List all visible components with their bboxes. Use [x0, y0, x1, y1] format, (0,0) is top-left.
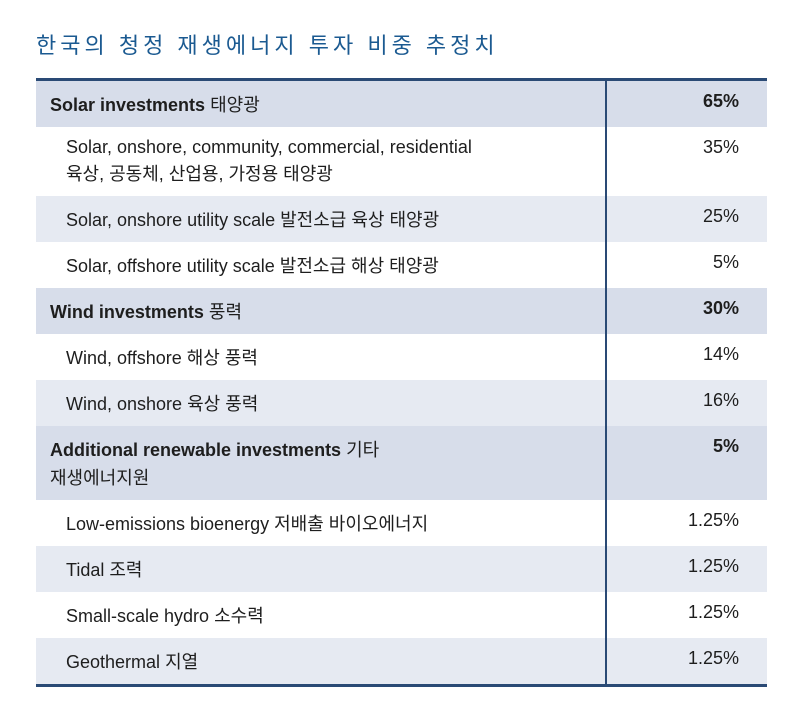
label-ko-line2: 재생에너지원: [50, 464, 591, 490]
sub-row: Solar, onshore, community, commercial, r…: [36, 127, 767, 196]
label-ko: 소수력: [214, 606, 264, 626]
label-ko: 기타: [346, 440, 379, 460]
label-en: Wind investments: [50, 302, 204, 322]
label-en: Tidal: [66, 560, 104, 580]
row-value: 5%: [606, 242, 767, 288]
row-value: 65%: [606, 80, 767, 128]
row-value: 1.25%: [606, 546, 767, 592]
label-ko: 발전소급 육상 태양광: [280, 210, 439, 230]
label-ko: 육상 풍력: [187, 394, 258, 414]
row-value: 5%: [606, 426, 767, 500]
label-ko: 조력: [109, 560, 142, 580]
sub-row: Wind, onshore 육상 풍력16%: [36, 380, 767, 426]
category-row: Solar investments 태양광65%: [36, 80, 767, 128]
row-label: Wind, offshore 해상 풍력: [36, 334, 606, 380]
row-value: 1.25%: [606, 500, 767, 546]
label-en: Wind, onshore: [66, 394, 182, 414]
row-value: 14%: [606, 334, 767, 380]
label-en: Solar investments: [50, 95, 205, 115]
row-value: 35%: [606, 127, 767, 196]
sub-row: Solar, onshore utility scale 발전소급 육상 태양광…: [36, 196, 767, 242]
row-value: 16%: [606, 380, 767, 426]
sub-row: Low-emissions bioenergy 저배출 바이오에너지1.25%: [36, 500, 767, 546]
row-label: Low-emissions bioenergy 저배출 바이오에너지: [36, 500, 606, 546]
row-value: 25%: [606, 196, 767, 242]
row-label: Wind, onshore 육상 풍력: [36, 380, 606, 426]
category-row: Additional renewable investments 기타재생에너지…: [36, 426, 767, 500]
label-en: Wind, offshore: [66, 348, 182, 368]
label-en: Solar, onshore utility scale: [66, 210, 275, 230]
row-label: Additional renewable investments 기타재생에너지…: [36, 426, 606, 500]
row-value: 30%: [606, 288, 767, 334]
label-en: Geothermal: [66, 652, 160, 672]
row-label: Solar investments 태양광: [36, 80, 606, 128]
label-ko-line2: 육상, 공동체, 산업용, 가정용 태양광: [66, 160, 591, 186]
sub-row: Tidal 조력1.25%: [36, 546, 767, 592]
row-label: Solar, onshore, community, commercial, r…: [36, 127, 606, 196]
label-en: Additional renewable investments: [50, 440, 341, 460]
label-ko: 지열: [165, 652, 198, 672]
category-row: Wind investments 풍력30%: [36, 288, 767, 334]
page-title: 한국의 청정 재생에너지 투자 비중 추정치: [36, 28, 767, 60]
label-ko: 해상 풍력: [187, 348, 258, 368]
investment-table-body: Solar investments 태양광65%Solar, onshore, …: [36, 80, 767, 686]
sub-row: Solar, offshore utility scale 발전소급 해상 태양…: [36, 242, 767, 288]
label-ko: 풍력: [209, 302, 242, 322]
label-en: Small-scale hydro: [66, 606, 209, 626]
row-value: 1.25%: [606, 592, 767, 638]
label-ko: 태양광: [210, 95, 260, 115]
row-value: 1.25%: [606, 638, 767, 686]
row-label: Solar, onshore utility scale 발전소급 육상 태양광: [36, 196, 606, 242]
row-label: Wind investments 풍력: [36, 288, 606, 334]
label-ko: 발전소급 해상 태양광: [280, 256, 439, 276]
label-en: Solar, offshore utility scale: [66, 256, 275, 276]
row-label: Solar, offshore utility scale 발전소급 해상 태양…: [36, 242, 606, 288]
label-ko: 저배출 바이오에너지: [274, 514, 428, 534]
investment-table: Solar investments 태양광65%Solar, onshore, …: [36, 78, 767, 687]
sub-row: Geothermal 지열1.25%: [36, 638, 767, 686]
label-en: Low-emissions bioenergy: [66, 514, 269, 534]
row-label: Tidal 조력: [36, 546, 606, 592]
sub-row: Small-scale hydro 소수력1.25%: [36, 592, 767, 638]
row-label: Small-scale hydro 소수력: [36, 592, 606, 638]
sub-row: Wind, offshore 해상 풍력14%: [36, 334, 767, 380]
label-en: Solar, onshore, community, commercial, r…: [66, 137, 472, 157]
row-label: Geothermal 지열: [36, 638, 606, 686]
